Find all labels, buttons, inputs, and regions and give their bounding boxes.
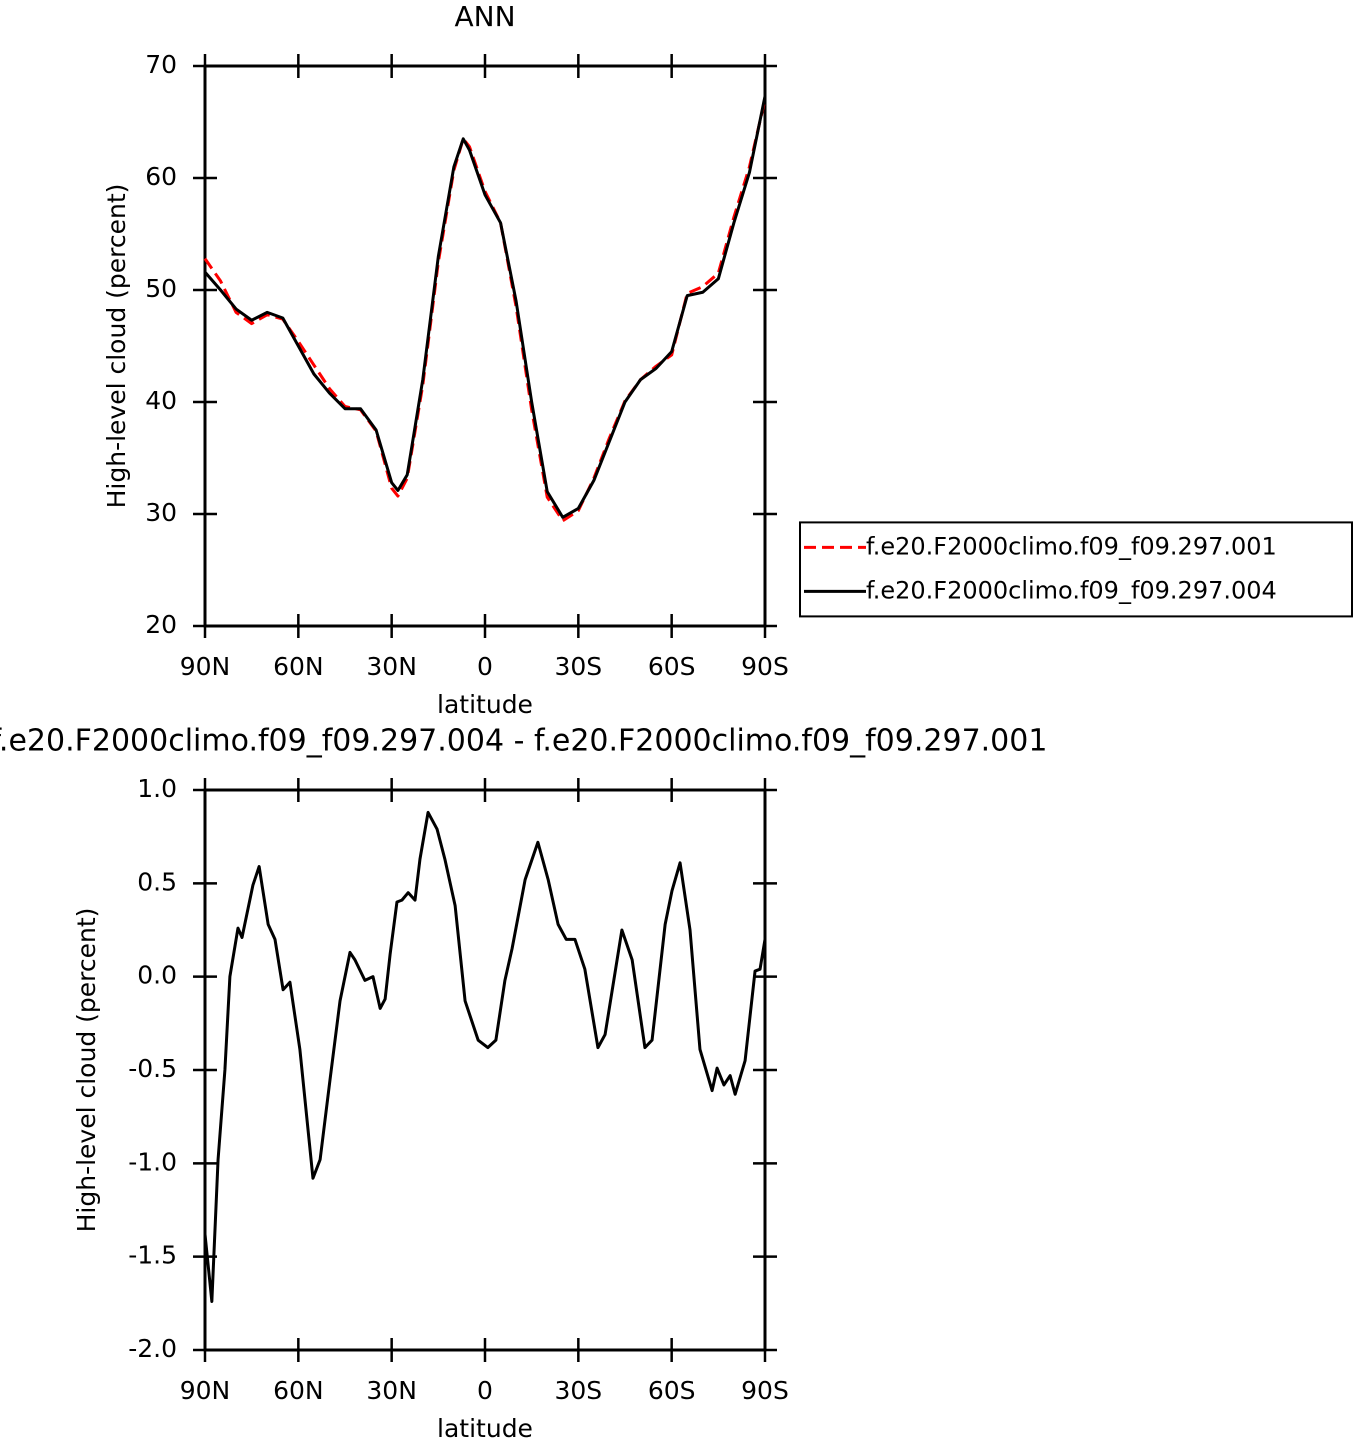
x-tick-label: 30N <box>366 1376 417 1405</box>
y-tick-label: -1.0 <box>128 1147 177 1176</box>
x-axis-label: latitude <box>437 690 533 719</box>
x-tick-label: 60S <box>648 652 696 681</box>
x-tick-label: 30N <box>366 652 417 681</box>
y-tick-label: 30 <box>145 498 177 527</box>
y-axis-label: High-level cloud (percent) <box>72 908 101 1233</box>
y-tick-label: -1.5 <box>128 1241 177 1270</box>
line-series <box>203 95 767 519</box>
x-tick-label: 60N <box>273 1376 324 1405</box>
plot-frame <box>203 788 767 1352</box>
line-series <box>203 810 767 1303</box>
y-tick-label: -0.5 <box>128 1054 177 1083</box>
y-tick-label: 0.0 <box>137 961 177 990</box>
y-tick-label: 50 <box>145 274 177 303</box>
x-tick-label: 0 <box>477 1376 493 1405</box>
x-tick-label: 90S <box>741 652 789 681</box>
legend-label: f.e20.F2000climo.f09_f09.297.001 <box>866 532 1277 560</box>
y-tick-label: 70 <box>145 50 177 79</box>
x-axis-label: latitude <box>437 1414 533 1443</box>
legend-label: f.e20.F2000climo.f09_f09.297.004 <box>866 576 1277 604</box>
chart-title: ANN <box>454 0 515 33</box>
y-tick-label: 1.0 <box>137 774 177 803</box>
y-tick-label: 60 <box>145 162 177 191</box>
legend-box <box>799 521 1353 618</box>
x-tick-label: 90N <box>180 1376 231 1405</box>
y-tick-label: 20 <box>145 610 177 639</box>
x-tick-label: 30S <box>554 652 602 681</box>
y-tick-label: 40 <box>145 386 177 415</box>
x-tick-label: 30S <box>554 1376 602 1405</box>
chart-title: f.e20.F2000climo.f09_f09.297.004 - f.e20… <box>0 724 1047 759</box>
x-tick-label: 60S <box>648 1376 696 1405</box>
x-tick-label: 90N <box>180 652 231 681</box>
plot-frame <box>203 64 767 628</box>
x-tick-label: 0 <box>477 652 493 681</box>
y-tick-label: 0.5 <box>137 867 177 896</box>
x-tick-label: 90S <box>741 1376 789 1405</box>
line-series <box>203 99 767 523</box>
x-tick-label: 60N <box>273 652 324 681</box>
y-axis-label: High-level cloud (percent) <box>102 184 131 509</box>
y-tick-label: -2.0 <box>128 1334 177 1363</box>
